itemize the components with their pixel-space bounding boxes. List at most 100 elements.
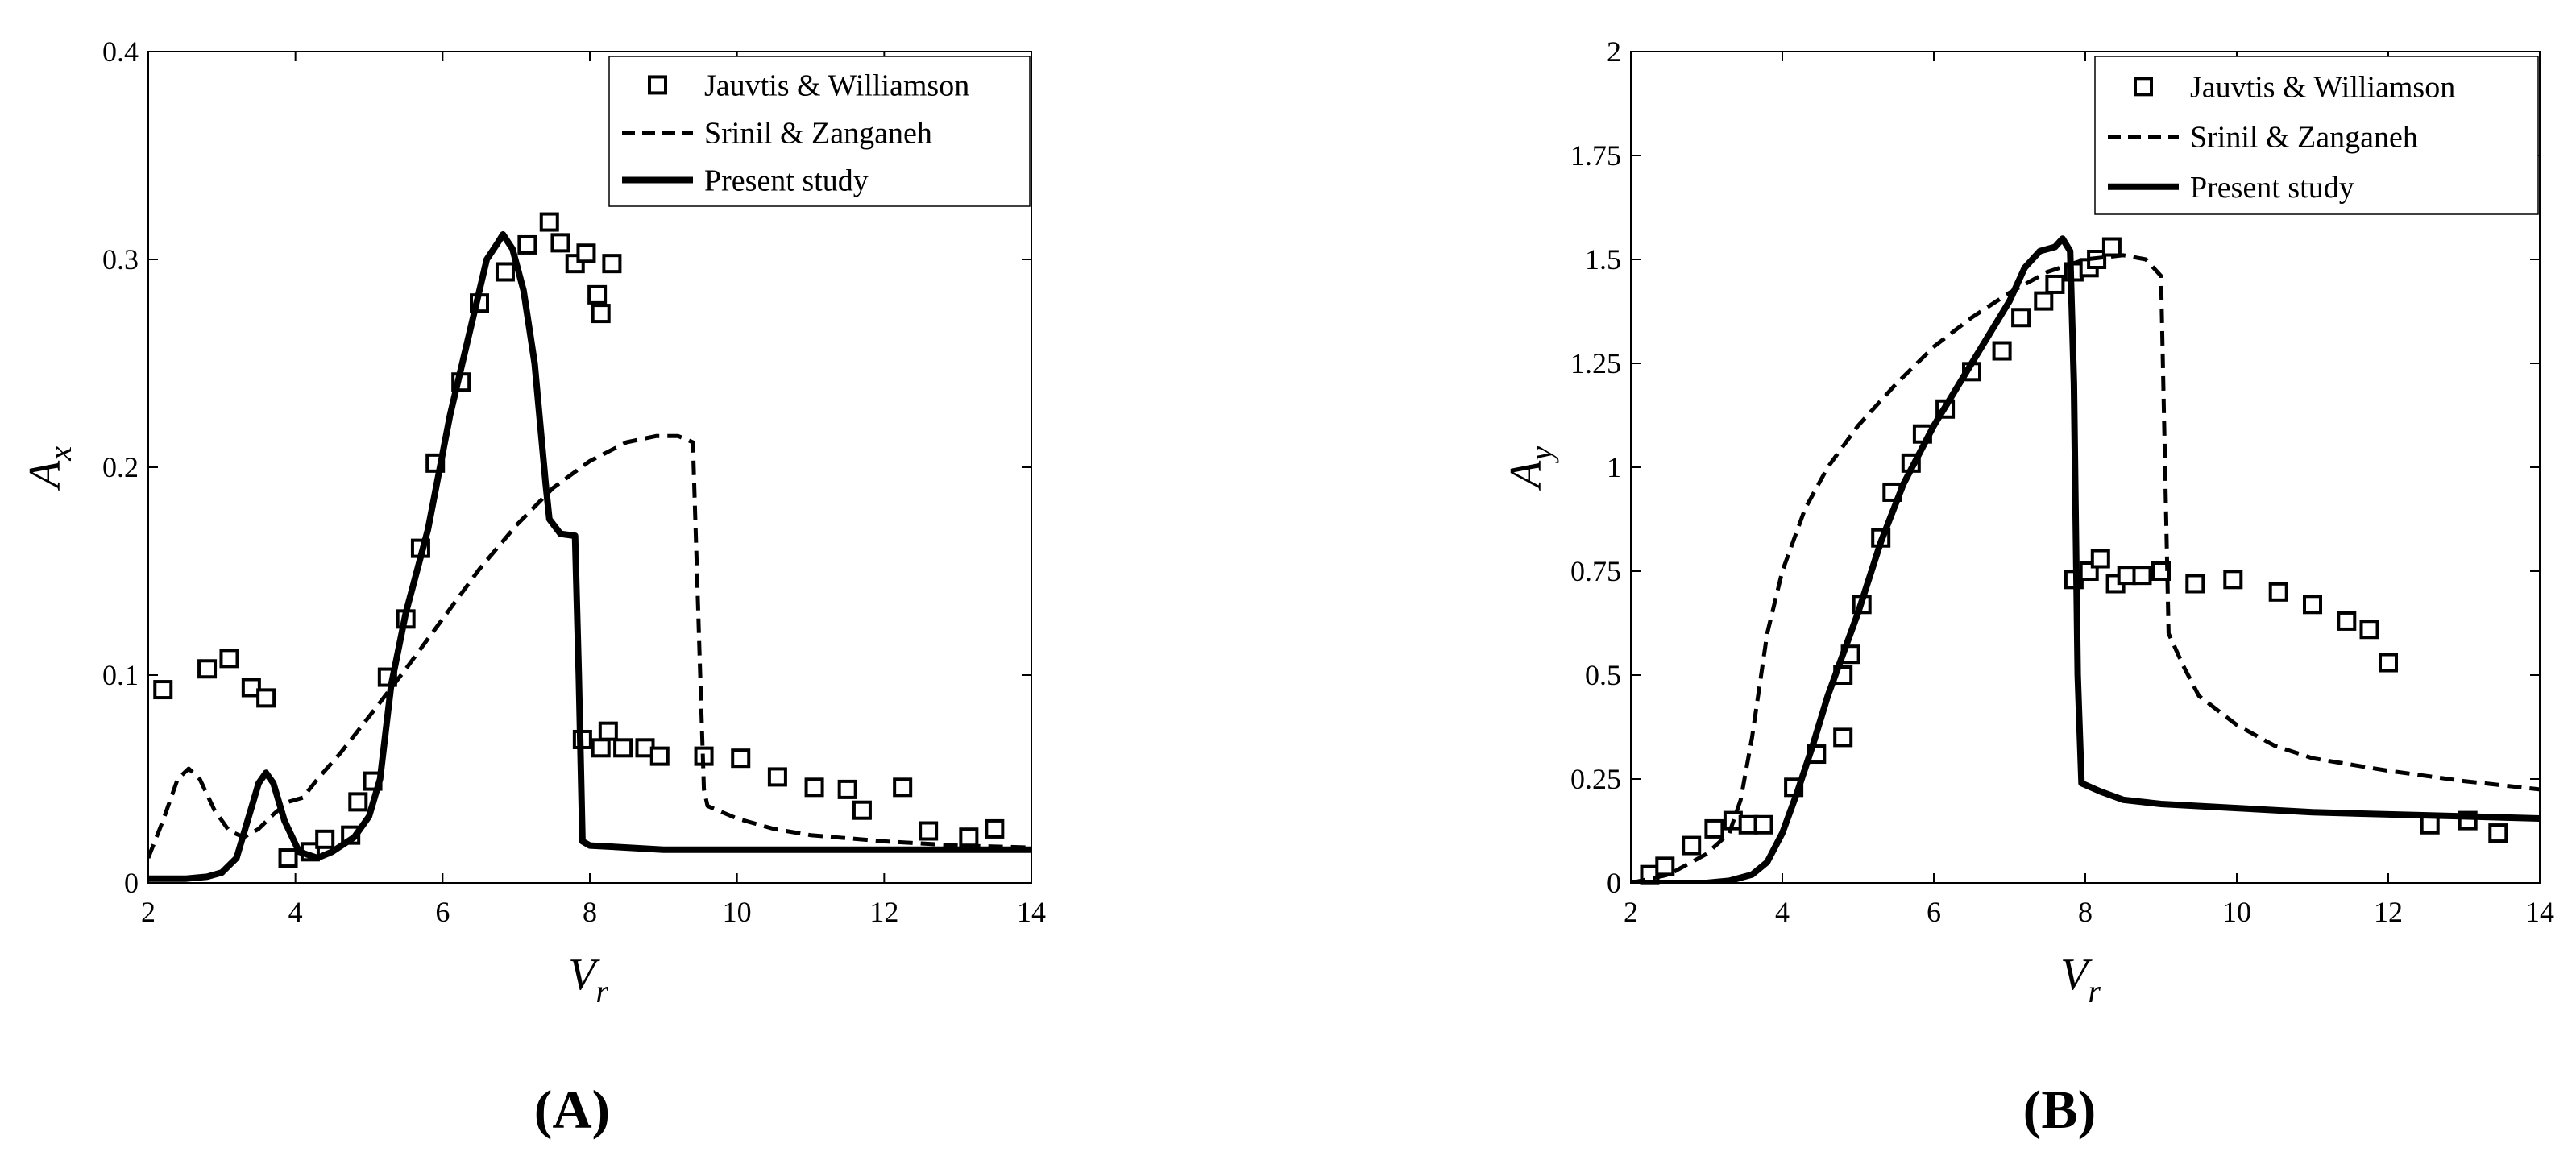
legend-entry-label: Jauvtis & Williamson: [2190, 70, 2455, 104]
y-tick-label: 0.5: [1585, 659, 1621, 691]
data-point-jauvtis: [598, 721, 618, 741]
data-point-jauvtis: [2101, 237, 2122, 257]
data-point-jauvtis: [591, 304, 611, 324]
data-point-jauvtis: [550, 233, 570, 253]
legend-marker-square: [2134, 77, 2153, 97]
x-tick-label: 12: [869, 896, 898, 928]
data-point-jauvtis: [731, 748, 751, 769]
data-point-jauvtis: [495, 262, 515, 282]
x-tick-label: 12: [2374, 896, 2403, 928]
y-tick-label: 0.75: [1570, 555, 1621, 587]
data-point-jauvtis: [517, 234, 537, 255]
legend-entry-label: Jauvtis & Williamson: [704, 68, 969, 102]
data-point-jauvtis: [2337, 611, 2357, 631]
legend: Jauvtis & Williamson Srinil & Zanganeh Pre…: [608, 56, 1031, 207]
data-point-jauvtis: [1992, 341, 2012, 361]
data-point-jauvtis: [241, 678, 261, 698]
data-point-jauvtis: [2420, 814, 2440, 835]
data-point-jauvtis: [852, 800, 872, 820]
y-tick-label: 0: [124, 867, 139, 899]
series-line-present: [1631, 235, 2540, 883]
legend-entry-label: Srinil & Zanganeh: [704, 116, 932, 150]
panel-label: (B): [2023, 1079, 2097, 1140]
data-point-jauvtis: [153, 680, 173, 700]
series-line-present: [148, 231, 1031, 882]
data-point-jauvtis: [197, 659, 218, 679]
x-tick-label: 6: [435, 896, 450, 928]
x-tick-label: 2: [1624, 896, 1638, 928]
x-tick-label: 6: [1927, 896, 1941, 928]
data-point-jauvtis: [278, 848, 298, 868]
x-tick-label: 4: [1775, 896, 1790, 928]
data-point-jauvtis: [1655, 856, 1675, 876]
data-point-jauvtis: [1682, 835, 1702, 856]
x-tick-label: 4: [288, 896, 303, 928]
x-tick-label: 8: [2078, 896, 2093, 928]
y-tick-label: 2: [1607, 35, 1621, 68]
x-axis-label: Vr: [2060, 950, 2101, 1009]
data-point-jauvtis: [1833, 727, 1853, 748]
x-axis-label: Vr: [568, 950, 608, 1009]
data-point-jauvtis: [2488, 823, 2508, 843]
data-point-jauvtis: [2090, 549, 2110, 569]
y-tick-label: 0.3: [102, 243, 139, 276]
y-tick-label: 0.25: [1570, 763, 1621, 795]
legend-entry-label: Srinil & Zanganeh: [2190, 121, 2418, 155]
data-point-jauvtis: [959, 827, 979, 847]
x-tick-label: 10: [2222, 896, 2251, 928]
data-point-jauvtis: [2151, 561, 2171, 581]
legend-entry-label: Present study: [704, 164, 869, 198]
y-tick-label: 1.25: [1570, 347, 1621, 379]
data-point-jauvtis: [576, 243, 596, 263]
y-axis-label: Ay: [1501, 446, 1559, 491]
data-point-jauvtis: [2185, 574, 2205, 594]
data-point-jauvtis: [2359, 620, 2379, 640]
data-point-jauvtis: [539, 212, 559, 232]
y-tick-label: 1: [1607, 451, 1621, 483]
x-tick-label: 14: [1017, 896, 1046, 928]
legend-entry-label: Present study: [2190, 171, 2354, 205]
x-tick-label: 10: [723, 896, 752, 928]
data-point-jauvtis: [2268, 582, 2288, 602]
data-point-jauvtis: [613, 738, 633, 758]
data-point-jauvtis: [985, 818, 1005, 839]
data-point-jauvtis: [1704, 818, 1724, 839]
data-point-jauvtis: [1753, 814, 1773, 835]
panel-label: (A): [534, 1079, 610, 1140]
x-tick-label: 14: [2525, 896, 2554, 928]
data-point-jauvtis: [919, 821, 939, 841]
data-point-jauvtis: [837, 779, 857, 799]
data-point-jauvtis: [591, 738, 611, 758]
data-point-jauvtis: [893, 777, 913, 798]
data-point-jauvtis: [348, 792, 368, 812]
y-tick-label: 0.4: [102, 35, 139, 68]
data-point-jauvtis: [256, 688, 276, 708]
y-tick-label: 1.5: [1585, 243, 1621, 276]
data-point-jauvtis: [602, 254, 622, 274]
data-point-jauvtis: [2132, 566, 2152, 586]
series-line-srinil: [148, 433, 1031, 859]
data-point-jauvtis: [2379, 653, 2398, 673]
data-point-jauvtis: [219, 649, 239, 669]
data-point-jauvtis: [767, 767, 787, 787]
data-point-jauvtis: [2034, 291, 2054, 311]
data-point-jauvtis: [649, 746, 670, 766]
y-axis-label: Ax: [20, 446, 78, 491]
data-point-jauvtis: [315, 829, 335, 849]
y-tick-label: 1.75: [1570, 139, 1621, 172]
y-tick-label: 0.1: [102, 659, 139, 691]
data-point-jauvtis: [2045, 274, 2065, 294]
legend: Jauvtis & Williamson Srinil & Zanganeh Pre…: [2094, 56, 2539, 215]
chart-panel-b: 2 4 6 8 10 12 14 0 0.25 0.5 0.75 1 1.25 1.5 1.75 2 Jauvt…: [1501, 35, 2554, 1140]
x-tick-label: 2: [141, 896, 156, 928]
data-point-jauvtis: [2303, 595, 2322, 615]
series-line-srinil: [1631, 253, 2540, 883]
data-point-jauvtis: [587, 284, 608, 305]
y-tick-label: 0: [1607, 867, 1621, 899]
chart-panel-a: 2 4 6 8 10 12 14 0 0.1 0.2 0.3 0.4 Jauvtis & William…: [20, 35, 1046, 1140]
legend-marker-square: [648, 75, 667, 95]
x-tick-label: 8: [583, 896, 597, 928]
y-tick-label: 0.2: [102, 451, 139, 483]
data-point-jauvtis: [804, 777, 824, 798]
